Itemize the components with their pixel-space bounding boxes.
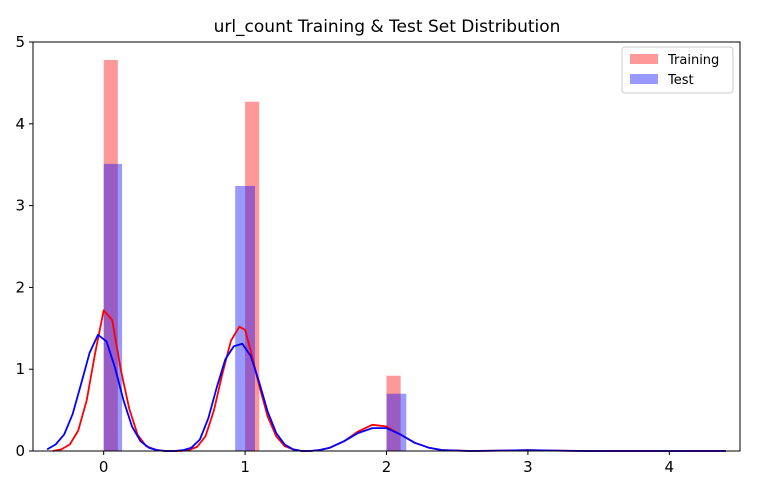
legend: Training Test	[621, 46, 734, 94]
y-axis-ticks: 0 1 2 3 4 5	[15, 33, 33, 460]
bar-test-0	[103, 163, 123, 451]
legend-swatch-test	[630, 74, 658, 84]
kde-lines	[46, 309, 726, 452]
x-tick-label: 0	[99, 458, 109, 476]
x-tick-label: 4	[665, 458, 675, 476]
kde-line-test	[46, 333, 726, 452]
y-tick-label: 0	[15, 442, 25, 460]
bar-training-0	[103, 59, 118, 451]
chart-title: url_count Training & Test Set Distributi…	[214, 17, 561, 37]
legend-label-test: Test	[667, 73, 694, 88]
y-tick-label: 5	[15, 33, 25, 51]
x-tick-label: 2	[382, 458, 392, 476]
bar-test-2	[386, 393, 407, 451]
x-tick-label: 1	[240, 458, 250, 476]
legend-box	[621, 46, 734, 94]
legend-label-training: Training	[667, 53, 719, 68]
histogram-bars	[103, 59, 407, 452]
legend-swatch-training	[630, 54, 658, 64]
x-tick-label: 3	[523, 458, 533, 476]
x-axis-ticks: 0 1 2 3 4	[99, 451, 674, 476]
bar-test-1	[235, 185, 255, 451]
y-tick-label: 3	[15, 197, 25, 215]
y-tick-label: 4	[15, 115, 25, 133]
y-tick-label: 1	[15, 360, 25, 378]
y-tick-label: 2	[15, 278, 25, 296]
bar-training-1	[245, 101, 260, 452]
